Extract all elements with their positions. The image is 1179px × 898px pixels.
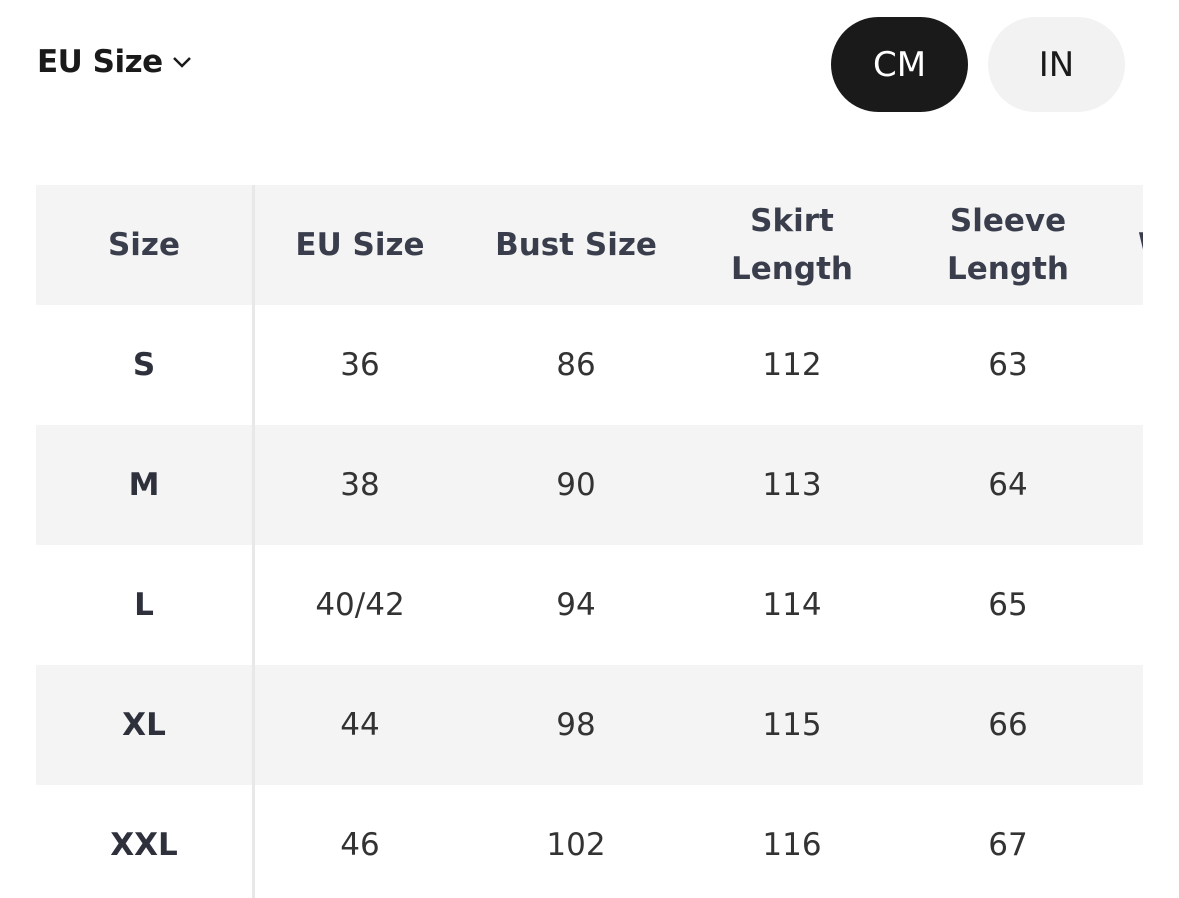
table-cell: 94 — [556, 587, 596, 623]
size-system-label: EU Size — [37, 44, 163, 80]
table-cell: 66 — [988, 707, 1028, 743]
table-cell: 115 — [762, 707, 822, 743]
table-cell: 102 — [546, 827, 606, 863]
table-cell: 64 — [988, 467, 1028, 503]
table-cell: 113 — [762, 467, 822, 503]
table-cell: 63 — [988, 347, 1028, 383]
size-system-dropdown[interactable]: EU Size — [37, 44, 193, 80]
chevron-down-icon — [172, 57, 191, 68]
table-cell: M — [128, 467, 160, 503]
table-cell: 65 — [988, 587, 1028, 623]
table-row: M 38 90 113 64 — [36, 425, 1143, 545]
header-sleeve-length: Sleeve Length — [947, 203, 1069, 287]
table-cell: S — [132, 347, 156, 383]
table-cell: 40/42 — [315, 587, 405, 623]
table-cell: 36 — [340, 347, 380, 383]
table-cell: 90 — [556, 467, 596, 503]
table-cell: 98 — [556, 707, 596, 743]
frozen-column-divider — [252, 185, 255, 898]
table-cell: 112 — [762, 347, 822, 383]
table-cell: XXL — [110, 827, 178, 863]
table-cell: 67 — [988, 827, 1028, 863]
size-chart-table: Size EU Size Bust Size Skirt Length Slee… — [36, 185, 1143, 898]
table-cell: 86 — [556, 347, 596, 383]
table-row: S 36 86 112 63 — [36, 305, 1143, 425]
header-cut-off: W — [1116, 185, 1143, 305]
table-cell: XL — [122, 707, 166, 743]
unit-in-button[interactable]: IN — [988, 17, 1125, 112]
table-cell: 114 — [762, 587, 822, 623]
table-cell: 44 — [340, 707, 380, 743]
header-eu-size: EU Size — [295, 227, 425, 263]
table-cell: L — [134, 587, 154, 623]
header-bust-size: Bust Size — [495, 227, 657, 263]
header-skirt-length: Skirt Length — [731, 203, 853, 287]
table-row: XL 44 98 115 66 — [36, 665, 1143, 785]
table-cell: 38 — [340, 467, 380, 503]
table-cell: 46 — [340, 827, 380, 863]
unit-cm-button[interactable]: CM — [831, 17, 968, 112]
table-cell: 116 — [762, 827, 822, 863]
header-size: Size — [107, 227, 181, 263]
table-row: L 40/42 94 114 65 — [36, 545, 1143, 665]
table-header-row: Size EU Size Bust Size Skirt Length Slee… — [36, 185, 1143, 305]
table-row: XXL 46 102 116 67 — [36, 785, 1143, 898]
